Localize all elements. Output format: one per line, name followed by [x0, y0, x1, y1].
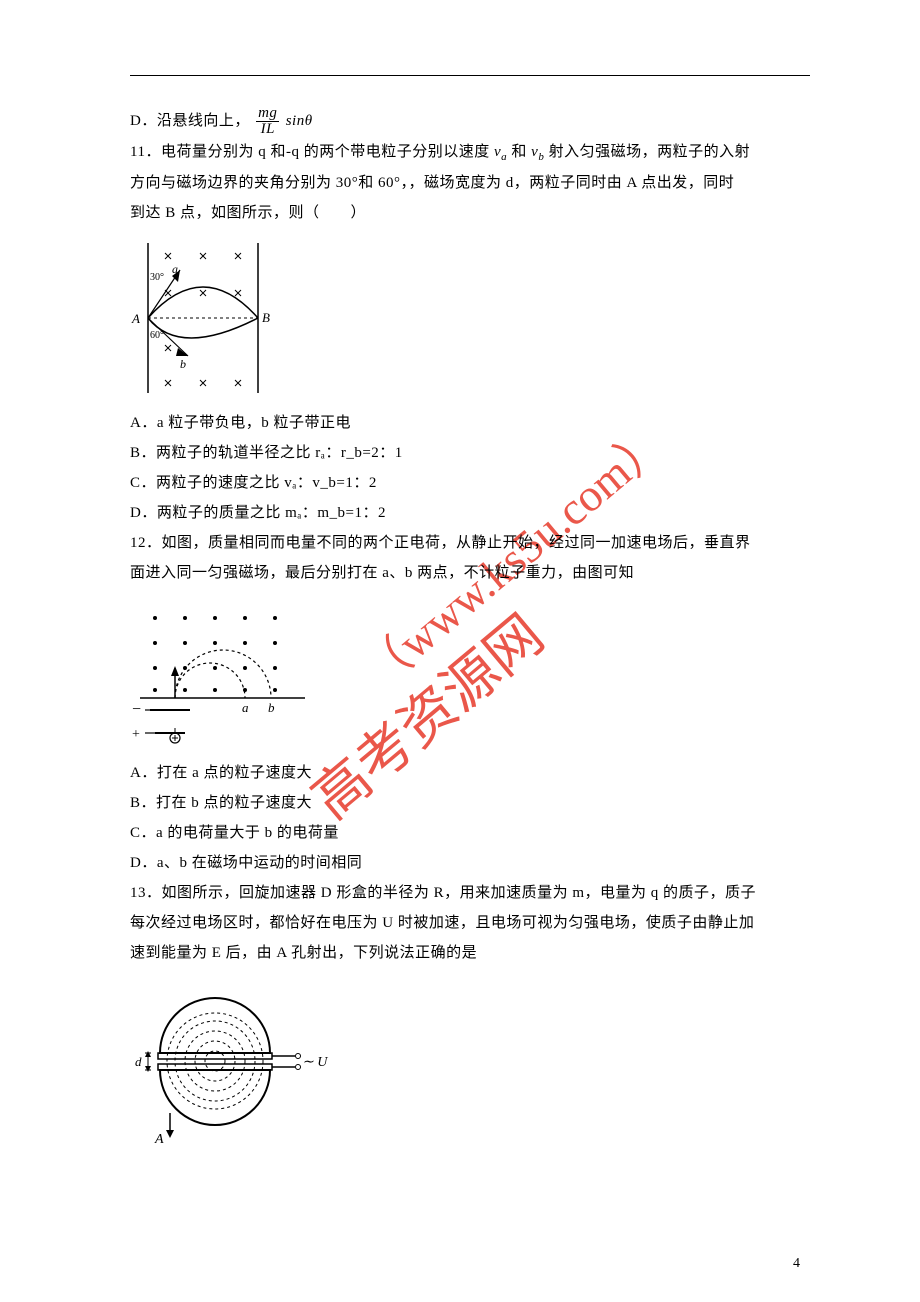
fraction-mg-il: mg IL [256, 106, 279, 137]
q11-D: D．两粒子的质量之比 mₐ：m_b=1：2 [130, 498, 810, 528]
svg-text:B: B [262, 310, 270, 325]
svg-text:b: b [180, 357, 186, 371]
frac-den: IL [256, 122, 279, 137]
q12-line2: 面进入同一匀强磁场，最后分别打在 a、b 两点，不计粒子重力，由图可知 [130, 558, 810, 588]
q11-B: B．两粒子的轨道半径之比 rₐ：r_b=2：1 [130, 438, 810, 468]
q13-line1: 13．如图所示，回旋加速器 D 形盒的半径为 R，用来加速质量为 m，电量为 q… [130, 878, 810, 908]
q11-mid1: 和 [511, 144, 531, 160]
svg-text:30°: 30° [150, 272, 164, 283]
q11-t1: 11．电荷量分别为 q 和-q 的两个带电粒子分别以速度 [130, 144, 490, 160]
q11-line1: 11．电荷量分别为 q 和-q 的两个带电粒子分别以速度 va 和 vb 射入匀… [130, 137, 810, 168]
svg-text:−: − [132, 701, 141, 718]
q11-A: A．a 粒子带负电，b 粒子带正电 [130, 408, 810, 438]
svg-text:a: a [172, 262, 178, 276]
q13-line3: 速到能量为 E 后，由 A 孔射出，下列说法正确的是 [130, 938, 810, 968]
frac-num: mg [256, 106, 279, 122]
q11-line3: 到达 B 点，如图所示，则（ ） [130, 198, 810, 228]
va-sub: a [501, 151, 507, 163]
q13-line2: 每次经过电场区时，都恰好在电压为 U 时被加速，且电场可视为匀强电场，使质子由静… [130, 908, 810, 938]
top-rule [130, 75, 810, 76]
vb-sub: b [538, 151, 544, 163]
q11-line2: 方向与磁场边界的夹角分别为 30°和 60°，，磁场宽度为 d，两粒子同时由 A… [130, 168, 810, 198]
q12-C: C．a 的电荷量大于 b 的电荷量 [130, 818, 810, 848]
page-number: 4 [793, 1256, 800, 1272]
q12-B: B．打在 b 点的粒子速度大 [130, 788, 810, 818]
svg-text:+: + [132, 727, 140, 742]
option-d-prefix: D．沿悬线向上， [130, 113, 250, 129]
q12-line1: 12．如图，质量相同而电量不同的两个正电荷，从静止开始，经过同一加速电场后，垂直… [130, 528, 810, 558]
svg-text:a: a [242, 700, 249, 715]
svg-text:A: A [154, 1132, 164, 1147]
q12-A: A．打在 a 点的粒子速度大 [130, 758, 810, 788]
svg-text:d: d [135, 1054, 142, 1069]
q11-tail1: 射入匀强磁场，两粒子的入射 [549, 144, 751, 160]
svg-text:∼ U: ∼ U [302, 1055, 328, 1070]
sin-text: sin [286, 113, 305, 129]
figure-q11: A B 30° 60° a b [130, 238, 810, 398]
figure-q13: d ∼ U A [130, 978, 810, 1148]
option-d: D．沿悬线向上， mg IL sinθ [130, 106, 810, 137]
svg-text:b: b [268, 700, 275, 715]
q11-C: C．两粒子的速度之比 vₐ：v_b=1：2 [130, 468, 810, 498]
figure-q12: a b − + [130, 598, 810, 748]
theta: θ [305, 113, 313, 129]
svg-text:A: A [131, 311, 140, 326]
q12-D: D．a、b 在磁场中运动的时间相同 [130, 848, 810, 878]
svg-text:60°: 60° [150, 330, 164, 341]
